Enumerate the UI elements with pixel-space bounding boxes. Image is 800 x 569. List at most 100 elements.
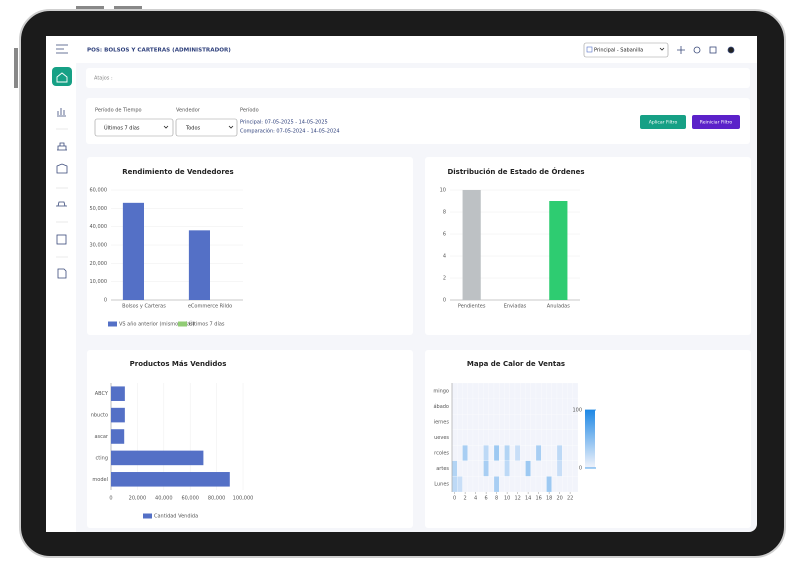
heat-cell bbox=[462, 476, 468, 493]
chart-title: Mapa de Calor de Ventas bbox=[467, 360, 565, 368]
refresh-icon[interactable] bbox=[693, 46, 701, 54]
heat-cell bbox=[499, 460, 505, 477]
y-tick-label: 4 bbox=[443, 254, 446, 260]
heat-cell bbox=[478, 460, 484, 477]
heat-cell bbox=[504, 414, 510, 430]
heat-cell bbox=[457, 476, 463, 493]
heat-cell bbox=[556, 460, 563, 477]
heat-cell bbox=[514, 414, 521, 430]
heat-cell bbox=[493, 414, 500, 430]
heat-cell bbox=[457, 382, 463, 399]
copy-icon[interactable] bbox=[709, 46, 717, 54]
heat-cell bbox=[530, 414, 537, 430]
x-tick-label: Anuladas bbox=[547, 304, 570, 310]
heat-cell bbox=[535, 382, 542, 399]
branch-select[interactable] bbox=[583, 42, 669, 58]
bar bbox=[188, 230, 210, 300]
y-tick-label: Lunes bbox=[434, 482, 449, 488]
doc-icon[interactable] bbox=[57, 268, 67, 279]
sidebar bbox=[46, 36, 76, 532]
period-value: Últimos 7 días bbox=[104, 125, 140, 132]
bar bbox=[111, 472, 230, 487]
heat-cell bbox=[546, 445, 552, 461]
heat-cell bbox=[514, 398, 521, 415]
heat-cell bbox=[462, 445, 468, 461]
heat-cell bbox=[478, 398, 484, 415]
heat-cell bbox=[562, 398, 568, 415]
heat-cell bbox=[451, 398, 458, 415]
colorbar bbox=[585, 410, 595, 468]
legend-swatch bbox=[178, 321, 187, 327]
heat-cell bbox=[525, 414, 531, 430]
shortcuts-label: Atajos : bbox=[94, 76, 113, 82]
reset-button[interactable] bbox=[692, 115, 740, 129]
stats-icon[interactable] bbox=[57, 108, 66, 117]
y-tick-label: iernes bbox=[434, 419, 450, 425]
heat-cell bbox=[472, 445, 479, 461]
heat-cell bbox=[493, 476, 500, 493]
heat-cell bbox=[551, 445, 558, 461]
heat-cell bbox=[541, 398, 547, 415]
legend-label: VS año anterior (mismos días) bbox=[119, 321, 195, 328]
heat-cell bbox=[457, 429, 463, 446]
heat-cell bbox=[556, 476, 563, 493]
bar bbox=[549, 201, 568, 300]
filter-label: Vendedor bbox=[176, 108, 201, 114]
x-tick-label: 12 bbox=[514, 496, 520, 502]
heat-cell bbox=[572, 382, 579, 399]
x-tick-label: Enviadas bbox=[504, 304, 527, 310]
heat-cell bbox=[541, 382, 547, 399]
x-tick-label: 6 bbox=[485, 496, 488, 502]
seller-select[interactable] bbox=[175, 118, 238, 137]
x-tick-label: 20 bbox=[556, 496, 562, 502]
x-tick-label: 60,000 bbox=[181, 496, 199, 502]
heat-cell bbox=[551, 382, 558, 399]
y-tick-label: 30,000 bbox=[90, 243, 108, 249]
store-icon[interactable] bbox=[57, 142, 67, 151]
cart-icon[interactable] bbox=[56, 201, 67, 207]
heat-cell bbox=[525, 429, 531, 446]
heat-cell bbox=[551, 460, 558, 477]
heat-cell bbox=[483, 429, 489, 446]
heat-cell bbox=[567, 382, 573, 399]
colorbar-label: 100 bbox=[572, 408, 582, 414]
user-icon[interactable] bbox=[727, 46, 735, 54]
heat-cell bbox=[562, 460, 568, 477]
heat-cell bbox=[535, 445, 542, 461]
heat-cell bbox=[520, 414, 526, 430]
y-tick-label: 20,000 bbox=[90, 261, 108, 267]
chart-title: Distribución de Estado de Órdenes bbox=[447, 167, 584, 176]
heat-cell bbox=[467, 460, 474, 477]
heat-cell bbox=[467, 398, 474, 415]
home-button[interactable] bbox=[52, 67, 72, 86]
y-tick-label: cting bbox=[96, 455, 108, 461]
heat-cell bbox=[478, 429, 484, 446]
table-icon[interactable] bbox=[56, 234, 67, 245]
heat-cell bbox=[493, 445, 500, 461]
heat-cell bbox=[462, 460, 468, 477]
period-select[interactable] bbox=[94, 118, 174, 137]
bar bbox=[111, 450, 204, 466]
heat-cell bbox=[541, 460, 547, 477]
menu-icon[interactable] bbox=[56, 44, 68, 54]
y-tick-label: 0 bbox=[443, 298, 446, 304]
heat-cell bbox=[499, 429, 505, 446]
heat-cell bbox=[525, 398, 531, 415]
x-tick-label: 80,000 bbox=[208, 496, 226, 502]
heat-cell bbox=[525, 445, 531, 461]
heat-cell bbox=[562, 476, 568, 493]
heat-cell bbox=[457, 398, 463, 415]
heat-cell bbox=[504, 429, 510, 446]
heat-cell bbox=[488, 476, 495, 493]
crosshair-icon[interactable] bbox=[677, 46, 685, 54]
heat-cell bbox=[535, 414, 542, 430]
heat-cell bbox=[551, 476, 558, 493]
apply-button[interactable] bbox=[640, 115, 686, 129]
building-icon[interactable] bbox=[56, 163, 68, 174]
apply-button-label: Aplicar Filtro bbox=[649, 120, 678, 126]
heat-cell bbox=[546, 476, 552, 493]
heat-cell bbox=[520, 398, 526, 415]
comparison-range: Comparación: 07-05-2024 - 14-05-2024 bbox=[240, 128, 340, 135]
heat-cell bbox=[572, 476, 579, 493]
